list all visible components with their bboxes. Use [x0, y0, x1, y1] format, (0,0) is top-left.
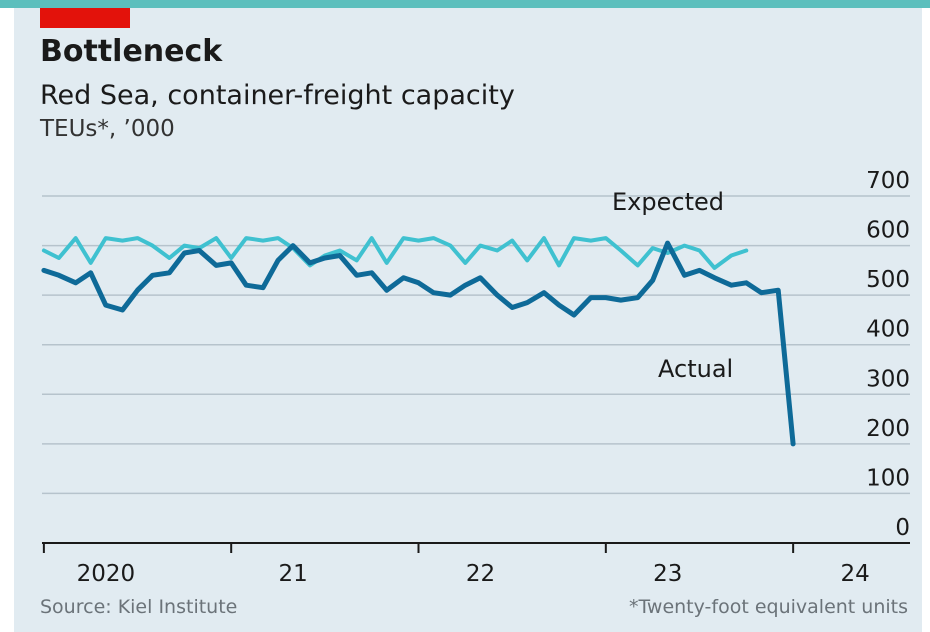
- x-tick-label: 22: [466, 561, 495, 587]
- x-tick-label: 23: [653, 561, 682, 587]
- y-tick-label: 500: [866, 267, 910, 293]
- series-line-actual: [41, 240, 796, 447]
- y-tick-label: 0: [895, 515, 910, 541]
- chart-panel: [14, 8, 922, 632]
- x-tick-label: 21: [279, 561, 308, 587]
- chart-title: Bottleneck: [40, 34, 223, 69]
- source-note: Source: Kiel Institute: [40, 596, 238, 618]
- series-label-expected: Expected: [612, 188, 724, 216]
- series-label-actual: Actual: [658, 355, 733, 383]
- y-tick-label: 600: [866, 218, 910, 244]
- y-tick-label: 300: [866, 366, 910, 392]
- y-tick-label: 400: [866, 317, 910, 343]
- y-tick-label: 700: [866, 168, 910, 194]
- y-tick-label: 100: [866, 465, 910, 491]
- red-tag-mark: [40, 8, 130, 28]
- top-accent-bar: [0, 0, 930, 8]
- x-tick-label: 24: [841, 561, 870, 587]
- series-line-expected: [41, 236, 749, 270]
- y-tick-label: 200: [866, 416, 910, 442]
- chart-subtitle: Red Sea, container-freight capacity: [40, 80, 515, 111]
- footnote: *Twenty-foot equivalent units: [628, 596, 908, 618]
- units-label: TEUs*, ’000: [40, 116, 175, 142]
- x-tick-label: 2020: [77, 561, 136, 587]
